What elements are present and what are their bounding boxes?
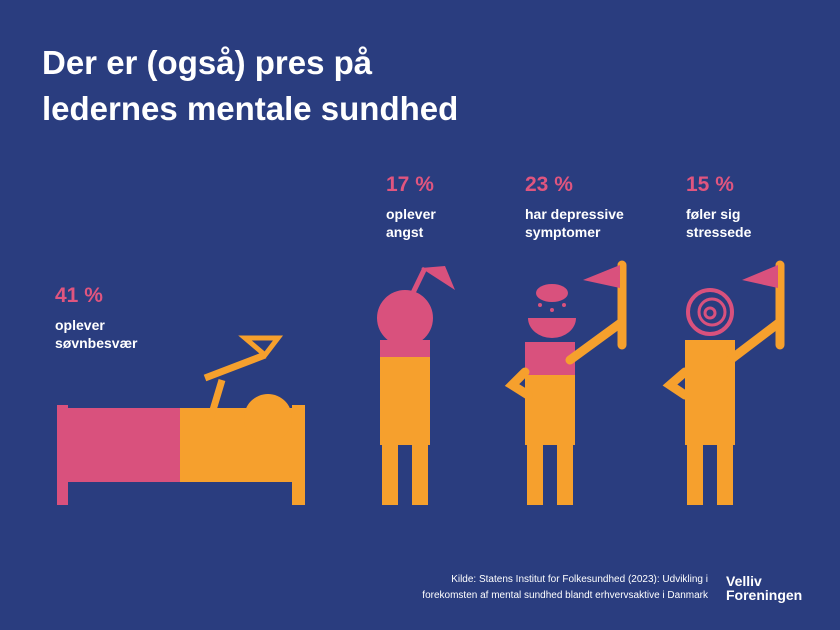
person-anxiety	[377, 290, 433, 505]
title-line: ledernes mentale sundhed	[42, 90, 459, 127]
line: symptomer	[525, 224, 601, 240]
person-depression	[525, 318, 576, 505]
line: søvnbesvær	[55, 335, 138, 351]
line: føler sig	[686, 206, 741, 222]
line: oplever	[55, 317, 105, 333]
stat-value: 41 %	[55, 284, 103, 307]
line: angst	[386, 224, 424, 240]
stat-label: oplever angst	[386, 205, 436, 241]
title-line: Der er (også) pres på	[42, 44, 373, 81]
line: Foreningen	[726, 587, 803, 603]
stat-label: oplever søvnbesvær	[55, 316, 137, 352]
line: forekomsten af mental sundhed blandt erh…	[422, 590, 708, 601]
line: oplever	[386, 206, 436, 222]
stat-label: føler sig stressede	[686, 205, 751, 241]
stat-label: har depressive symptomer	[525, 205, 624, 241]
stat-value: 23 %	[525, 173, 573, 196]
logo: Velliv Foreningen	[726, 574, 802, 602]
stat-value: 15 %	[686, 173, 734, 196]
line: Velliv	[726, 573, 762, 589]
line: har depressive	[525, 206, 624, 222]
stat-value: 17 %	[386, 173, 434, 196]
source: Kilde: Statens Institut for Folkesundhed…	[422, 572, 708, 604]
line: Kilde: Statens Institut for Folkesundhed…	[451, 574, 708, 585]
line: stressede	[686, 224, 752, 240]
